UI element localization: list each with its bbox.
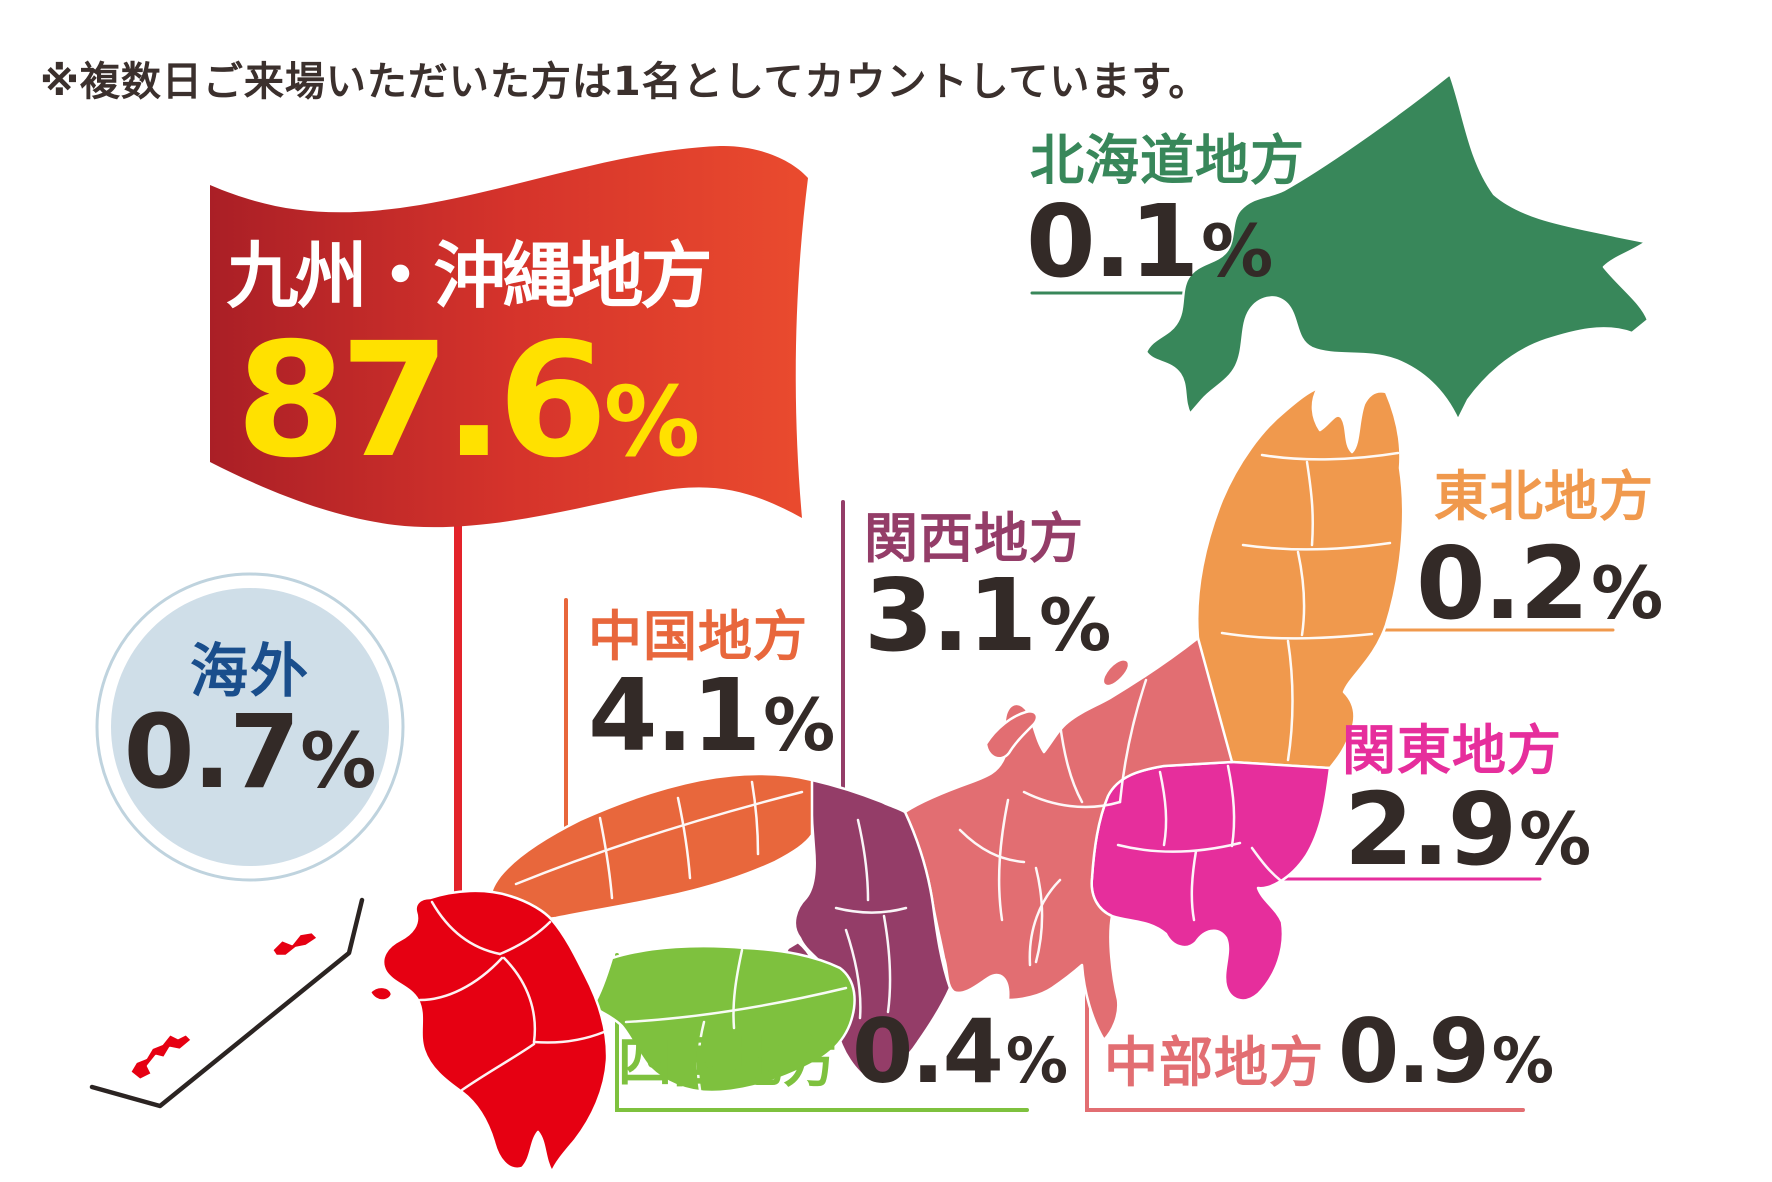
tohoku-value-unit: % [1591,551,1664,635]
region-hokkaido-shape [1144,72,1650,422]
kanto-value-number: 2.9 [1344,771,1517,888]
kansai-value-number: 3.1 [864,557,1037,674]
chubu-value-number: 0.9 [1338,1000,1490,1103]
hokkaido-label: 北海道地方 [1030,129,1305,192]
region-kanto-shape [1090,760,1332,1002]
chubu-callout: 中部地方 0.9% [1104,1008,1554,1096]
flag-region-label: 九州・沖縄地方 [226,234,712,318]
kansai-value: 3.1% [864,566,1111,666]
region-kyushu-shape [381,889,609,1174]
region-chugoku-shape [489,772,814,921]
flag-value: 87.6% [218,322,718,480]
kanto-label: 関東地方 [1342,719,1562,782]
prefecture-borders [418,451,1400,1092]
region-tohoku-shape [1196,386,1405,770]
kanto-value: 2.9% [1344,780,1591,880]
shikoku-label: 四国地方 [618,1031,838,1094]
chugoku-value: 4.1% [588,666,835,766]
chubu-value-unit: % [1491,1024,1555,1097]
flag-pole-line [454,505,462,907]
shikoku-callout: 四国地方 0.4% [618,1008,1068,1096]
map-regions [128,72,1650,1174]
island-north-islet-shape [1101,658,1131,688]
overseas-value: 0.7% [110,702,390,804]
island-sado-shape [984,710,1039,760]
tohoku-value: 0.2% [1416,534,1663,634]
shikoku-value-unit: % [1005,1024,1069,1097]
okinawa-inset-boundary-line [89,897,365,1109]
overseas-label: 海外 [189,637,310,705]
overseas-circle-ring [95,572,405,882]
shikoku-value: 0.4% [852,1008,1068,1096]
note-text: ※複数日ご来場いただいた方は1名としてカウントしています。 [40,59,1210,105]
tohoku-value-number: 0.2 [1416,525,1589,642]
island-amami-shape [270,930,320,958]
chubu-leader-line [1085,973,1525,1112]
flag-banner-shape [210,145,808,528]
hokkaido-value-number: 0.1 [1026,183,1199,300]
chugoku-value-number: 4.1 [588,657,761,774]
kansai-label: 関西地方 [864,507,1084,570]
island-okinawa-shape [128,1032,194,1082]
region-shikoku-shape [592,944,856,1094]
flag-value-unit: % [603,366,701,478]
chugoku-label: 中国地方 [588,605,808,668]
flag-value-number: 87.6 [235,309,608,493]
kanto-value-unit: % [1519,797,1592,881]
overseas-circle [111,588,389,866]
chubu-value: 0.9% [1338,1008,1554,1096]
hokkaido-value: 0.1% [1026,192,1273,292]
tohoku-label: 東北地方 [1434,465,1654,528]
island-kyushu-west-islet-shape [368,985,394,1002]
overseas-value-unit: % [300,716,377,805]
chugoku-value-unit: % [763,683,836,767]
hokkaido-value-unit: % [1201,209,1274,293]
shikoku-value-number: 0.4 [852,1000,1004,1103]
chubu-label: 中部地方 [1104,1031,1324,1094]
kansai-value-unit: % [1039,583,1112,667]
overseas-value-number: 0.7 [123,693,301,812]
